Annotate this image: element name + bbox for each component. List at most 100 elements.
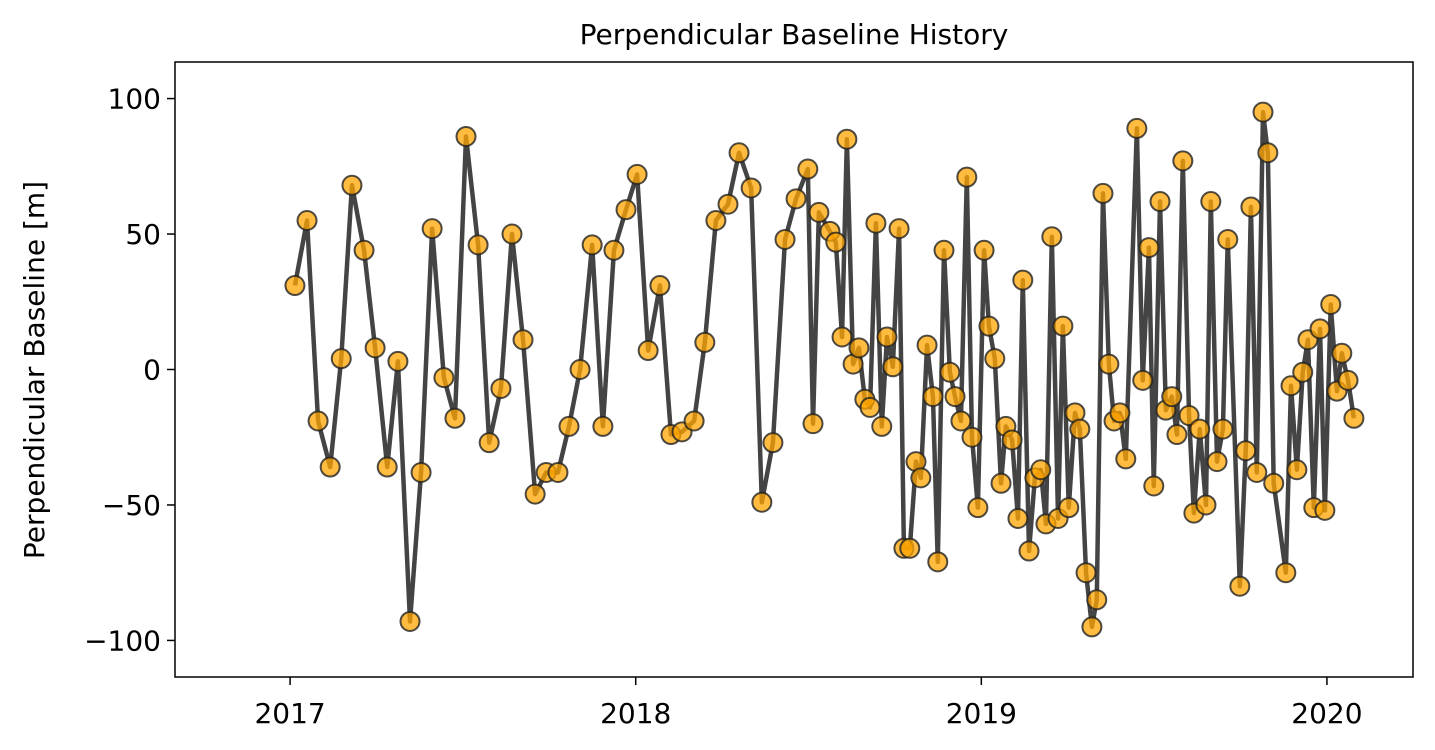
- data-point: [547, 461, 569, 483]
- data-point: [433, 367, 455, 389]
- data-point: [319, 456, 341, 478]
- data-point: [956, 166, 978, 188]
- data-point: [512, 329, 534, 351]
- data-point: [1314, 499, 1336, 521]
- data-point: [848, 337, 870, 359]
- data-point: [785, 188, 807, 210]
- data-point: [1092, 182, 1114, 204]
- data-point: [1217, 228, 1239, 250]
- data-point: [797, 158, 819, 180]
- data-point: [1286, 459, 1308, 481]
- data-point: [1235, 440, 1257, 462]
- data-point: [882, 356, 904, 378]
- data-point: [1138, 237, 1160, 259]
- data-point: [524, 483, 546, 505]
- data-point: [831, 326, 853, 348]
- data-point: [1206, 451, 1228, 473]
- data-point: [592, 415, 614, 437]
- data-point: [649, 275, 671, 297]
- data-point: [950, 410, 972, 432]
- x-tick-label: 2018: [600, 697, 671, 730]
- data-point: [1018, 540, 1040, 562]
- data-point: [1058, 497, 1080, 519]
- y-tick-label: 100: [108, 83, 161, 116]
- data-point: [802, 413, 824, 435]
- data-point: [558, 415, 580, 437]
- data-point: [899, 537, 921, 559]
- data-point: [1337, 369, 1359, 391]
- data-point: [364, 337, 386, 359]
- data-point: [865, 212, 887, 234]
- data-point: [296, 209, 318, 231]
- data-point: [683, 410, 705, 432]
- data-point: [1069, 418, 1091, 440]
- data-point: [1240, 196, 1262, 218]
- data-point: [626, 163, 648, 185]
- data-point: [569, 359, 591, 380]
- data-point: [762, 432, 784, 454]
- data-point: [1292, 361, 1314, 383]
- data-point: [825, 231, 847, 253]
- data-point: [410, 461, 432, 483]
- y-tick-label: 0: [143, 354, 161, 387]
- data-point: [637, 340, 659, 362]
- data-point: [1098, 353, 1120, 375]
- data-point: [933, 239, 955, 261]
- data-point: [341, 174, 363, 196]
- data-point: [455, 126, 477, 148]
- data-point: [1263, 472, 1285, 494]
- y-tick-label: −100: [84, 624, 161, 657]
- data-point: [808, 201, 830, 223]
- data-point: [728, 142, 750, 164]
- data-point: [944, 386, 966, 408]
- data-point: [1126, 117, 1148, 139]
- data-point: [1343, 407, 1365, 429]
- data-point: [353, 239, 375, 261]
- data-point: [1012, 269, 1034, 291]
- data-point: [967, 497, 989, 519]
- data-point: [1331, 342, 1353, 364]
- y-tick-label: 50: [125, 218, 161, 251]
- data-point: [910, 467, 932, 489]
- data-point: [1075, 562, 1097, 584]
- data-point: [916, 334, 938, 356]
- data-point: [1189, 418, 1211, 440]
- data-point: [501, 223, 523, 245]
- data-point: [978, 315, 1000, 337]
- data-point: [751, 491, 773, 513]
- data-point: [1166, 424, 1188, 446]
- data-point: [871, 415, 893, 437]
- data-point: [478, 432, 500, 454]
- data-point: [1109, 402, 1131, 424]
- data-point: [876, 326, 898, 348]
- data-point: [1178, 405, 1200, 427]
- data-point: [1115, 448, 1137, 470]
- data-point: [973, 239, 995, 261]
- data-point: [836, 128, 858, 150]
- chart-title: Perpendicular Baseline History: [580, 18, 1009, 51]
- data-point: [859, 396, 881, 418]
- data-point: [399, 610, 421, 632]
- data-point: [939, 361, 961, 383]
- data-point: [922, 386, 944, 408]
- data-point: [421, 218, 443, 240]
- data-point: [444, 407, 466, 429]
- data-point: [1212, 418, 1234, 440]
- data-point: [1172, 150, 1194, 172]
- y-tick-label: −50: [102, 489, 161, 522]
- data-point: [1001, 429, 1023, 451]
- data-point: [1086, 589, 1108, 611]
- data-point: [330, 348, 352, 370]
- data-point: [615, 199, 637, 221]
- data-point: [307, 410, 329, 432]
- data-point: [387, 350, 409, 372]
- data-point: [1030, 459, 1052, 481]
- data-point: [1149, 191, 1171, 213]
- data-point: [1229, 575, 1251, 597]
- data-point: [284, 275, 306, 297]
- data-point: [603, 239, 625, 261]
- data-point: [1200, 191, 1222, 213]
- data-point: [740, 177, 762, 199]
- data-point: [888, 218, 910, 240]
